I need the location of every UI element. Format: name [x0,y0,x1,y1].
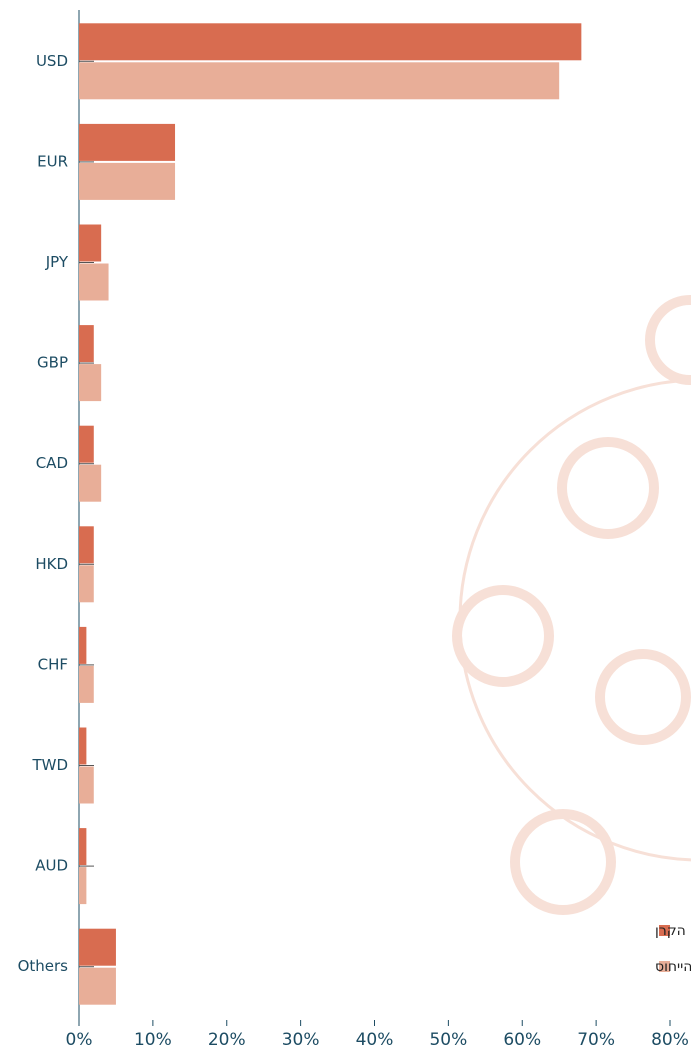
x-tick-label: 20% [208,1030,246,1050]
bar [79,867,86,904]
x-tick-label: 60% [503,1030,541,1050]
bar [79,627,86,664]
y-tick-label: Others [18,957,69,975]
x-tick-label: 0% [66,1030,93,1050]
legend-label: תיק הקרן [655,923,691,939]
bar [79,426,94,463]
bar [79,565,94,602]
y-tick-label: GBP [37,354,68,372]
bar [79,968,116,1005]
y-tick-label: JPY [45,253,69,271]
chart: 0% 10% 20% 30% 40% 50% 60% 70% 80% USD EUR JPY GBP CA… [0,0,691,1055]
y-tick-label: CHF [38,655,68,673]
legend-label: תיק מדד הייחוס [655,959,691,975]
x-tick-label: 70% [577,1030,615,1050]
bar [79,325,94,362]
x-tick-label: 50% [429,1030,467,1050]
bar [79,364,101,401]
bar [79,526,94,563]
bar [79,23,581,60]
bar [79,465,101,502]
bar [79,225,101,262]
x-tick-label: 30% [282,1030,320,1050]
x-tick-label: 10% [134,1030,172,1050]
bar [79,124,175,161]
y-tick-label: AUD [35,857,68,875]
bar [79,62,559,99]
x-tick-label: 80% [651,1030,689,1050]
background-decoration [457,300,691,910]
x-tick-label: 40% [356,1030,394,1050]
bar [79,666,94,703]
bar [79,728,86,765]
bar [79,828,86,865]
y-tick-label: HKD [35,555,68,573]
bar [79,163,175,200]
y-tick-label: CAD [36,454,68,472]
y-tick-label: EUR [37,152,68,170]
bar [79,929,116,966]
bar [79,767,94,804]
bar [79,264,109,301]
y-tick-label: TWD [31,756,68,774]
y-tick-label: USD [36,52,68,70]
